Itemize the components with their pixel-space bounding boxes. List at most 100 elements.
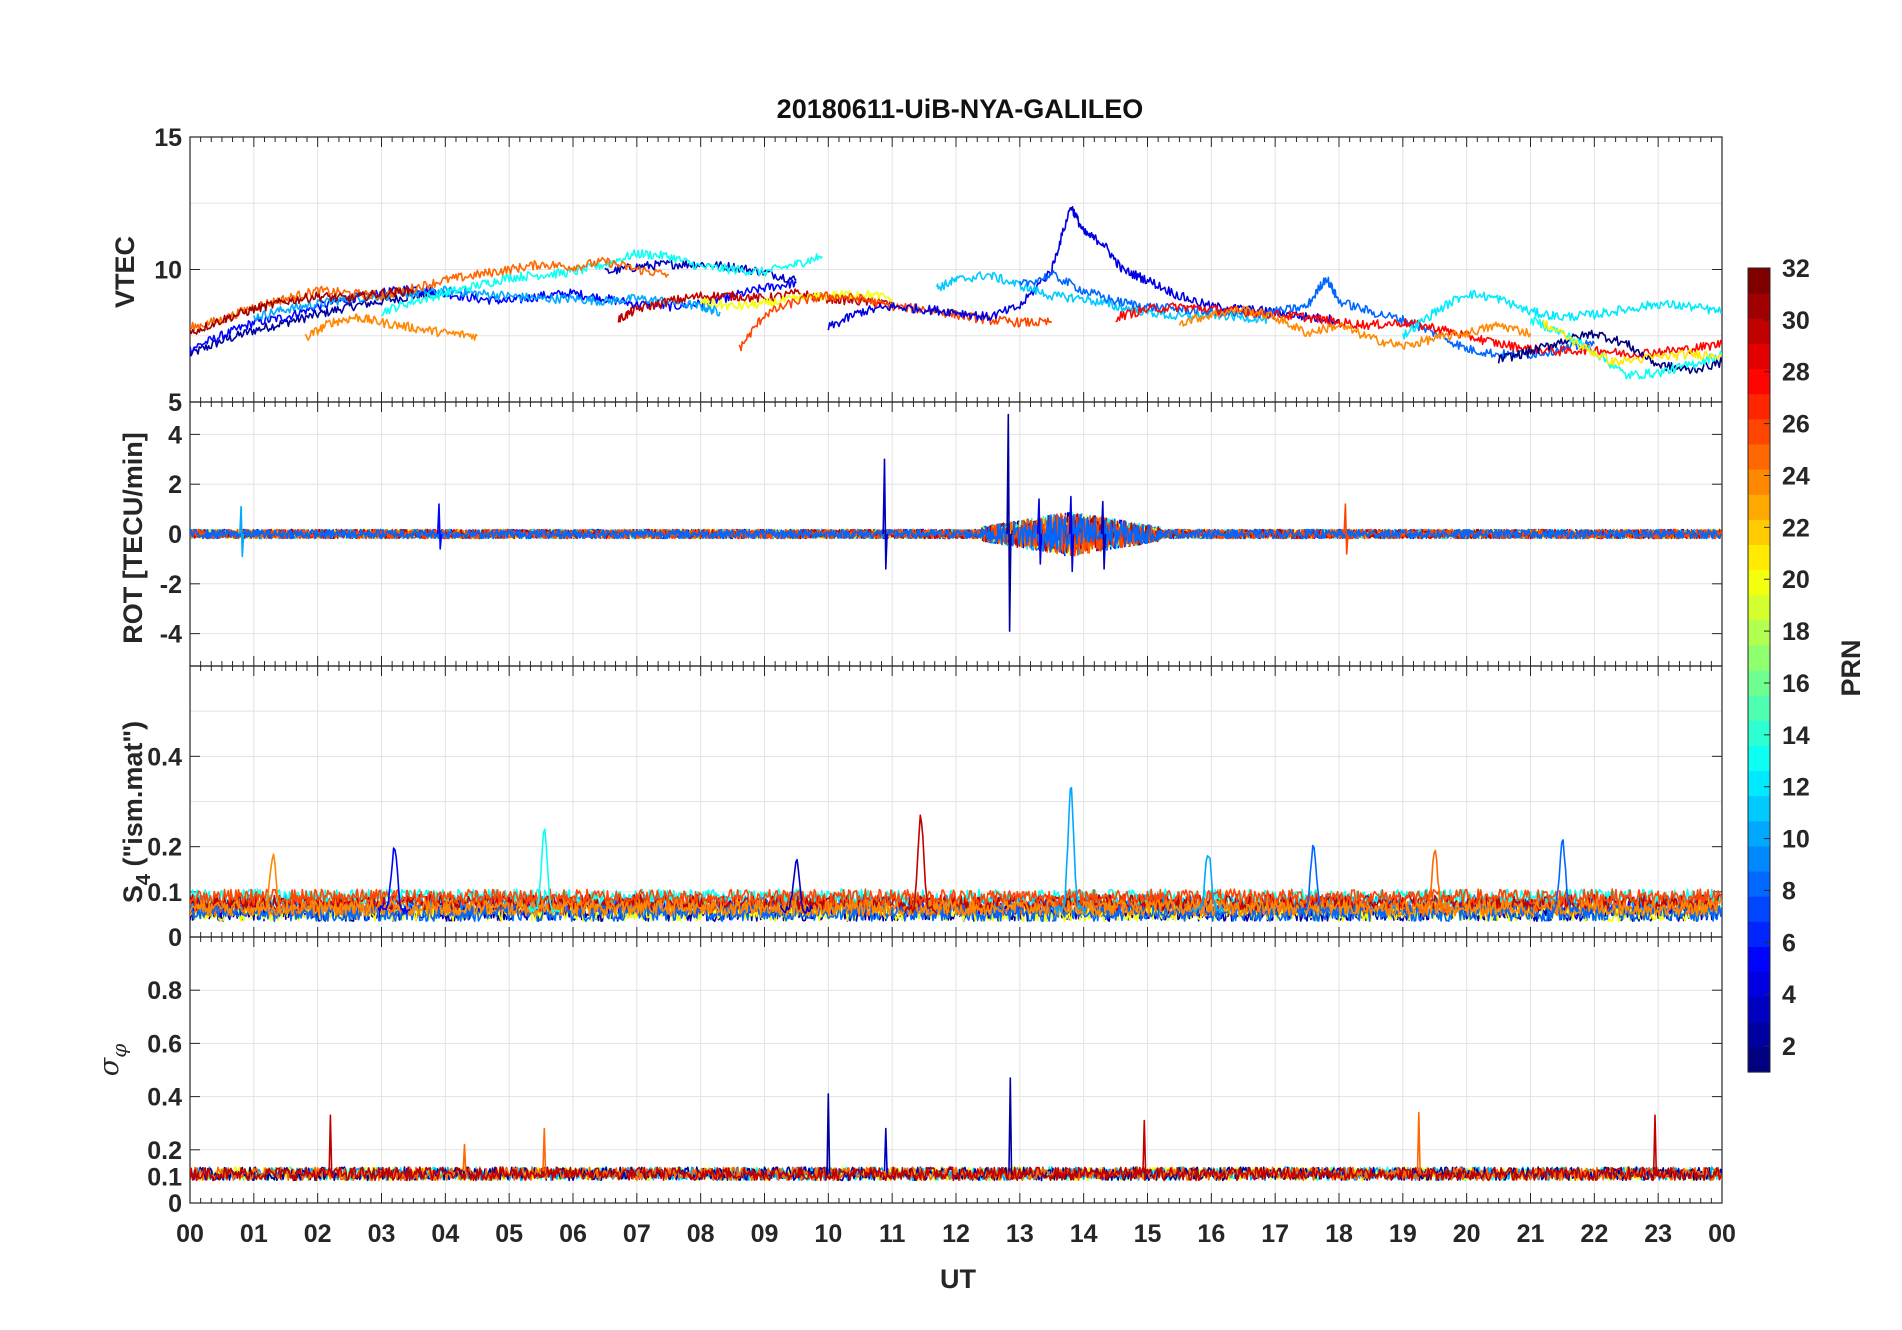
- colorbar-tick-label: 10: [1782, 826, 1810, 854]
- s4-ylabel: S4 ("ism.mat"): [118, 721, 155, 903]
- panels: 51015-4-202400.10.20.400.10.20.40.60.800…: [147, 124, 1736, 1248]
- vtec-series-prn26: [738, 291, 1053, 352]
- colorbar-label: PRN: [1836, 639, 1866, 696]
- colorbar-tick-label: 12: [1782, 774, 1810, 802]
- y-tick-label: 0.4: [147, 743, 182, 771]
- colorbar-swatch: [1748, 293, 1770, 319]
- colorbar-swatch: [1748, 418, 1770, 445]
- colorbar-tick-label: 24: [1782, 462, 1810, 490]
- sigma-traces: [190, 1077, 1722, 1182]
- y-tick-label: 10: [154, 257, 182, 285]
- x-tick-label: 16: [1197, 1220, 1225, 1248]
- s4-peak: [1191, 854, 1225, 914]
- colorbar-swatch: [1748, 1021, 1770, 1048]
- s4-series-prn8: [190, 904, 1722, 923]
- panel-sigma_phi: 00.10.2 0.4 0.6 0.8: [147, 936, 1723, 1218]
- y-tick-label: 2: [168, 471, 182, 499]
- y-tick-label: 0: [168, 1190, 182, 1218]
- y-tick-label: 0.6: [147, 1030, 182, 1058]
- x-tick-label: 09: [751, 1220, 779, 1248]
- rot-spike: [1006, 413, 1012, 632]
- x-tick-label: 00: [1708, 1220, 1736, 1248]
- colorbar-swatch: [1748, 619, 1770, 646]
- colorbar-tick-label: 16: [1782, 670, 1810, 698]
- sigma-peak: [542, 1127, 547, 1174]
- y-tick-label: -4: [160, 621, 182, 649]
- s4-peak: [1054, 786, 1088, 915]
- colorbar-tick-label: 2: [1782, 1033, 1796, 1061]
- vtec-series-prn31: [190, 285, 415, 335]
- x-tick-label: 01: [240, 1220, 268, 1248]
- colorbar-swatch: [1748, 343, 1770, 370]
- x-tick-label: 06: [559, 1220, 587, 1248]
- y-tick-label: 0: [168, 521, 182, 549]
- vtec-series-prn8: [1019, 269, 1595, 360]
- rot-spike: [882, 458, 888, 570]
- colorbar-tick-label: 22: [1782, 514, 1810, 542]
- colorbar-swatch: [1748, 494, 1770, 520]
- x-tick-label: 02: [304, 1220, 332, 1248]
- x-tick-label: 18: [1325, 1220, 1353, 1248]
- y-tick-label: 0.1: [147, 879, 182, 907]
- x-tick-label: 00: [176, 1220, 204, 1248]
- x-tick-label: 12: [942, 1220, 970, 1248]
- s4-ylabel-rest: ("ism.mat"): [118, 721, 148, 874]
- x-tick-label: 19: [1389, 1220, 1417, 1248]
- y-tick-label: 0: [168, 924, 182, 952]
- x-tick-label: 20: [1453, 1220, 1481, 1248]
- colorbar-swatch: [1748, 670, 1770, 696]
- colorbar-swatch: [1748, 745, 1770, 772]
- sigma-peak: [1652, 1114, 1658, 1174]
- colorbar-tick-label: 30: [1782, 307, 1810, 335]
- colorbar-tick-label: 8: [1782, 877, 1796, 905]
- x-tick-label: 15: [1134, 1220, 1162, 1248]
- colorbar-swatch: [1748, 695, 1770, 721]
- y-tick-label: 0.2: [147, 1137, 182, 1165]
- x-tick-label: 17: [1261, 1220, 1289, 1248]
- panel-vtec: 5 10 15: [154, 124, 1723, 417]
- vtec-series-prn2: [190, 289, 447, 357]
- sigma-peak: [883, 1127, 888, 1174]
- s4-peak: [256, 853, 290, 915]
- colorbar-swatch: [1748, 1046, 1770, 1073]
- x-tick-label: 05: [495, 1220, 523, 1248]
- s4-series-prn26: [190, 888, 1722, 906]
- colorbar-swatch: [1748, 519, 1770, 545]
- colorbar-swatch: [1748, 594, 1770, 621]
- panel-s4: 0 0.1 0.2 0.4: [147, 665, 1723, 952]
- y-tick-label: 0.4: [147, 1084, 182, 1112]
- s4-peak: [527, 828, 561, 914]
- vtec-series-prn13: [381, 249, 823, 317]
- x-tick-label: 21: [1517, 1220, 1545, 1248]
- colorbar-swatch: [1748, 469, 1770, 495]
- rot-spike: [1068, 495, 1075, 573]
- x-tick-label: 14: [1070, 1220, 1098, 1248]
- colorbar-tick-label: 6: [1782, 929, 1796, 957]
- s4-ylabel-sub: 4: [133, 873, 155, 885]
- colorbar-swatch: [1748, 644, 1770, 671]
- colorbar-swatch: [1748, 720, 1770, 746]
- vtec-series-prn30: [617, 288, 893, 323]
- y-tick-label: 0.2: [147, 834, 182, 862]
- vtec-series-prn21: [1542, 319, 1722, 367]
- colorbar-tick-label: 28: [1782, 359, 1810, 387]
- y-tick-label: 0.1: [147, 1163, 182, 1191]
- colorbar-tick-label: 14: [1782, 722, 1810, 750]
- s4-peak: [904, 814, 938, 915]
- rot-spike: [239, 505, 245, 558]
- colorbar-tick-label: 26: [1782, 411, 1810, 439]
- sigma-ylabel: σφ: [94, 1044, 131, 1076]
- s4-series-prn24: [190, 899, 1722, 917]
- x-tick-labels: 00 01 02 03 04 05 06 07 08 09 10 11 12 13 14 15 16 17 18 19…: [176, 1220, 1736, 1248]
- panel-rot: -4 -2 0 2 4: [160, 401, 1723, 667]
- colorbar-swatch: [1748, 318, 1770, 344]
- colorbar-swatch: [1748, 845, 1770, 872]
- s4-traces: [190, 786, 1722, 923]
- x-axis-label: UT: [940, 1264, 976, 1294]
- vtec-ylabel: VTEC: [110, 236, 140, 308]
- y-tick-label: -2: [160, 571, 182, 599]
- colorbar-swatch: [1748, 770, 1770, 797]
- x-tick-label: 13: [1006, 1220, 1034, 1248]
